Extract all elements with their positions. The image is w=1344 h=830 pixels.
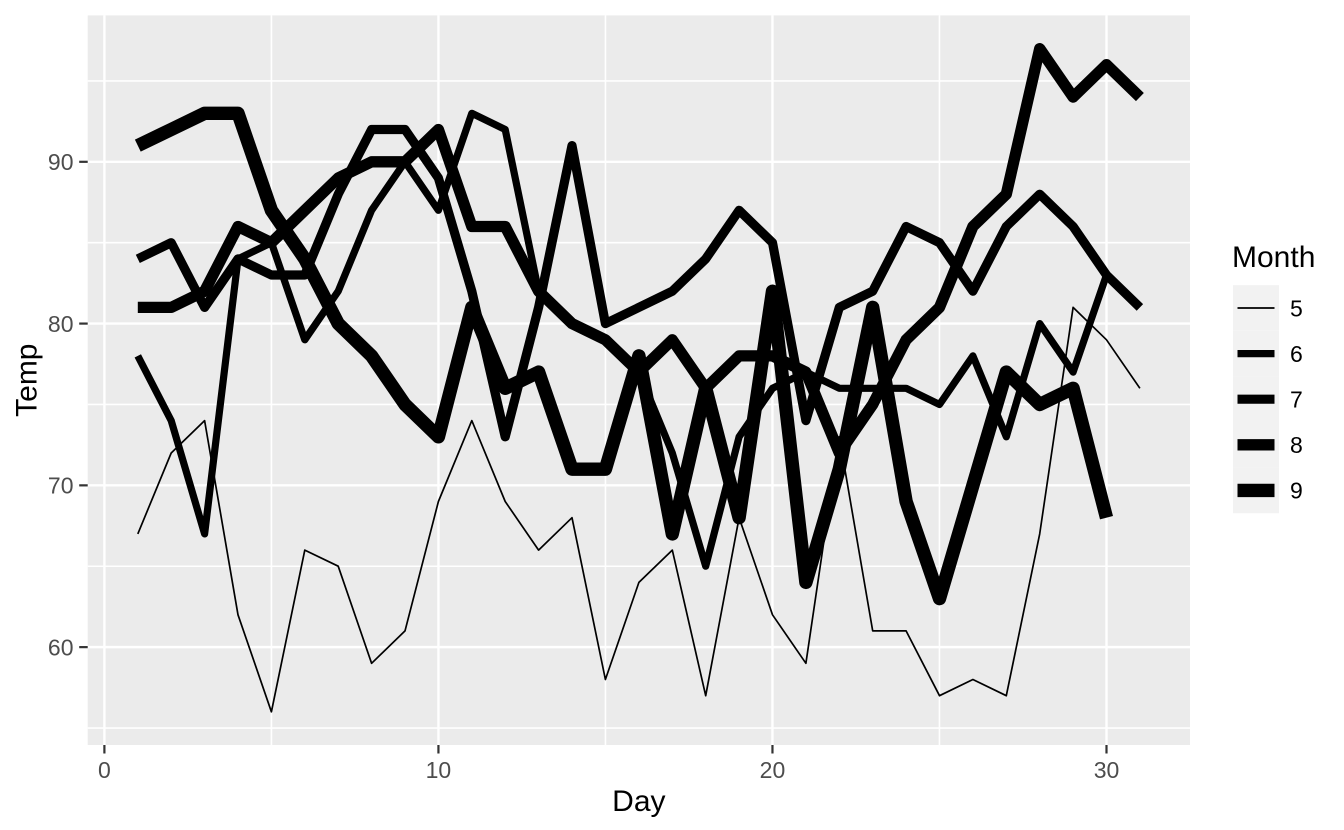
series-line-month-9 xyxy=(134,106,1113,606)
legend-label-month-5: 5 xyxy=(1290,295,1303,321)
legend-label-month-6: 6 xyxy=(1290,341,1303,367)
y-axis-title: Temp xyxy=(11,344,44,417)
x-tick-label: 0 xyxy=(98,757,111,783)
y-tick-label: 80 xyxy=(48,311,74,337)
x-axis-title: Day xyxy=(612,785,665,818)
legend-label-month-7: 7 xyxy=(1290,387,1303,413)
legend-label-month-8: 8 xyxy=(1290,432,1303,458)
x-tick-label: 30 xyxy=(1094,757,1120,783)
y-tick-label: 60 xyxy=(48,634,74,660)
x-tick-label: 10 xyxy=(426,757,452,783)
y-tick-label: 70 xyxy=(48,473,74,499)
series-line-month-7 xyxy=(135,124,1144,442)
series-line-month-5 xyxy=(137,306,1141,713)
y-tick-label: 90 xyxy=(48,149,74,175)
legend-label-month-9: 9 xyxy=(1290,478,1303,504)
x-tick-label: 20 xyxy=(760,757,786,783)
legend-title: Month xyxy=(1232,241,1315,274)
